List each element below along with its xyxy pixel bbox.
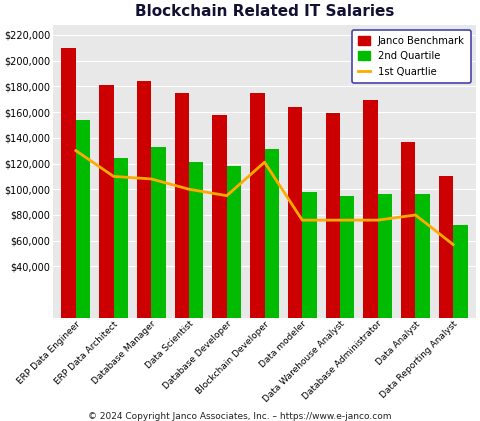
Bar bbox=[76, 120, 90, 318]
Bar bbox=[363, 101, 378, 318]
Bar bbox=[114, 158, 128, 318]
Bar bbox=[137, 81, 151, 318]
Text: © 2024 Copyright Janco Associates, Inc. – https://www.e-janco.com: © 2024 Copyright Janco Associates, Inc. … bbox=[88, 412, 392, 421]
Bar bbox=[325, 113, 340, 318]
Bar bbox=[151, 147, 166, 318]
Bar bbox=[340, 196, 354, 318]
Bar bbox=[378, 195, 392, 318]
Bar bbox=[250, 93, 264, 318]
Bar bbox=[175, 93, 189, 318]
Bar bbox=[416, 195, 430, 318]
Bar bbox=[99, 85, 114, 318]
Bar bbox=[453, 225, 468, 318]
Bar bbox=[264, 149, 279, 318]
Bar bbox=[302, 192, 317, 318]
Title: Blockchain Related IT Salaries: Blockchain Related IT Salaries bbox=[135, 4, 394, 19]
Bar bbox=[439, 176, 453, 318]
Bar bbox=[61, 48, 76, 318]
Bar bbox=[227, 166, 241, 318]
Bar bbox=[213, 115, 227, 318]
Bar bbox=[401, 141, 416, 318]
Legend: Janco Benchmark, 2nd Quartile, 1st Quartlie: Janco Benchmark, 2nd Quartile, 1st Quart… bbox=[352, 29, 471, 83]
Bar bbox=[288, 107, 302, 318]
Bar bbox=[189, 162, 204, 318]
